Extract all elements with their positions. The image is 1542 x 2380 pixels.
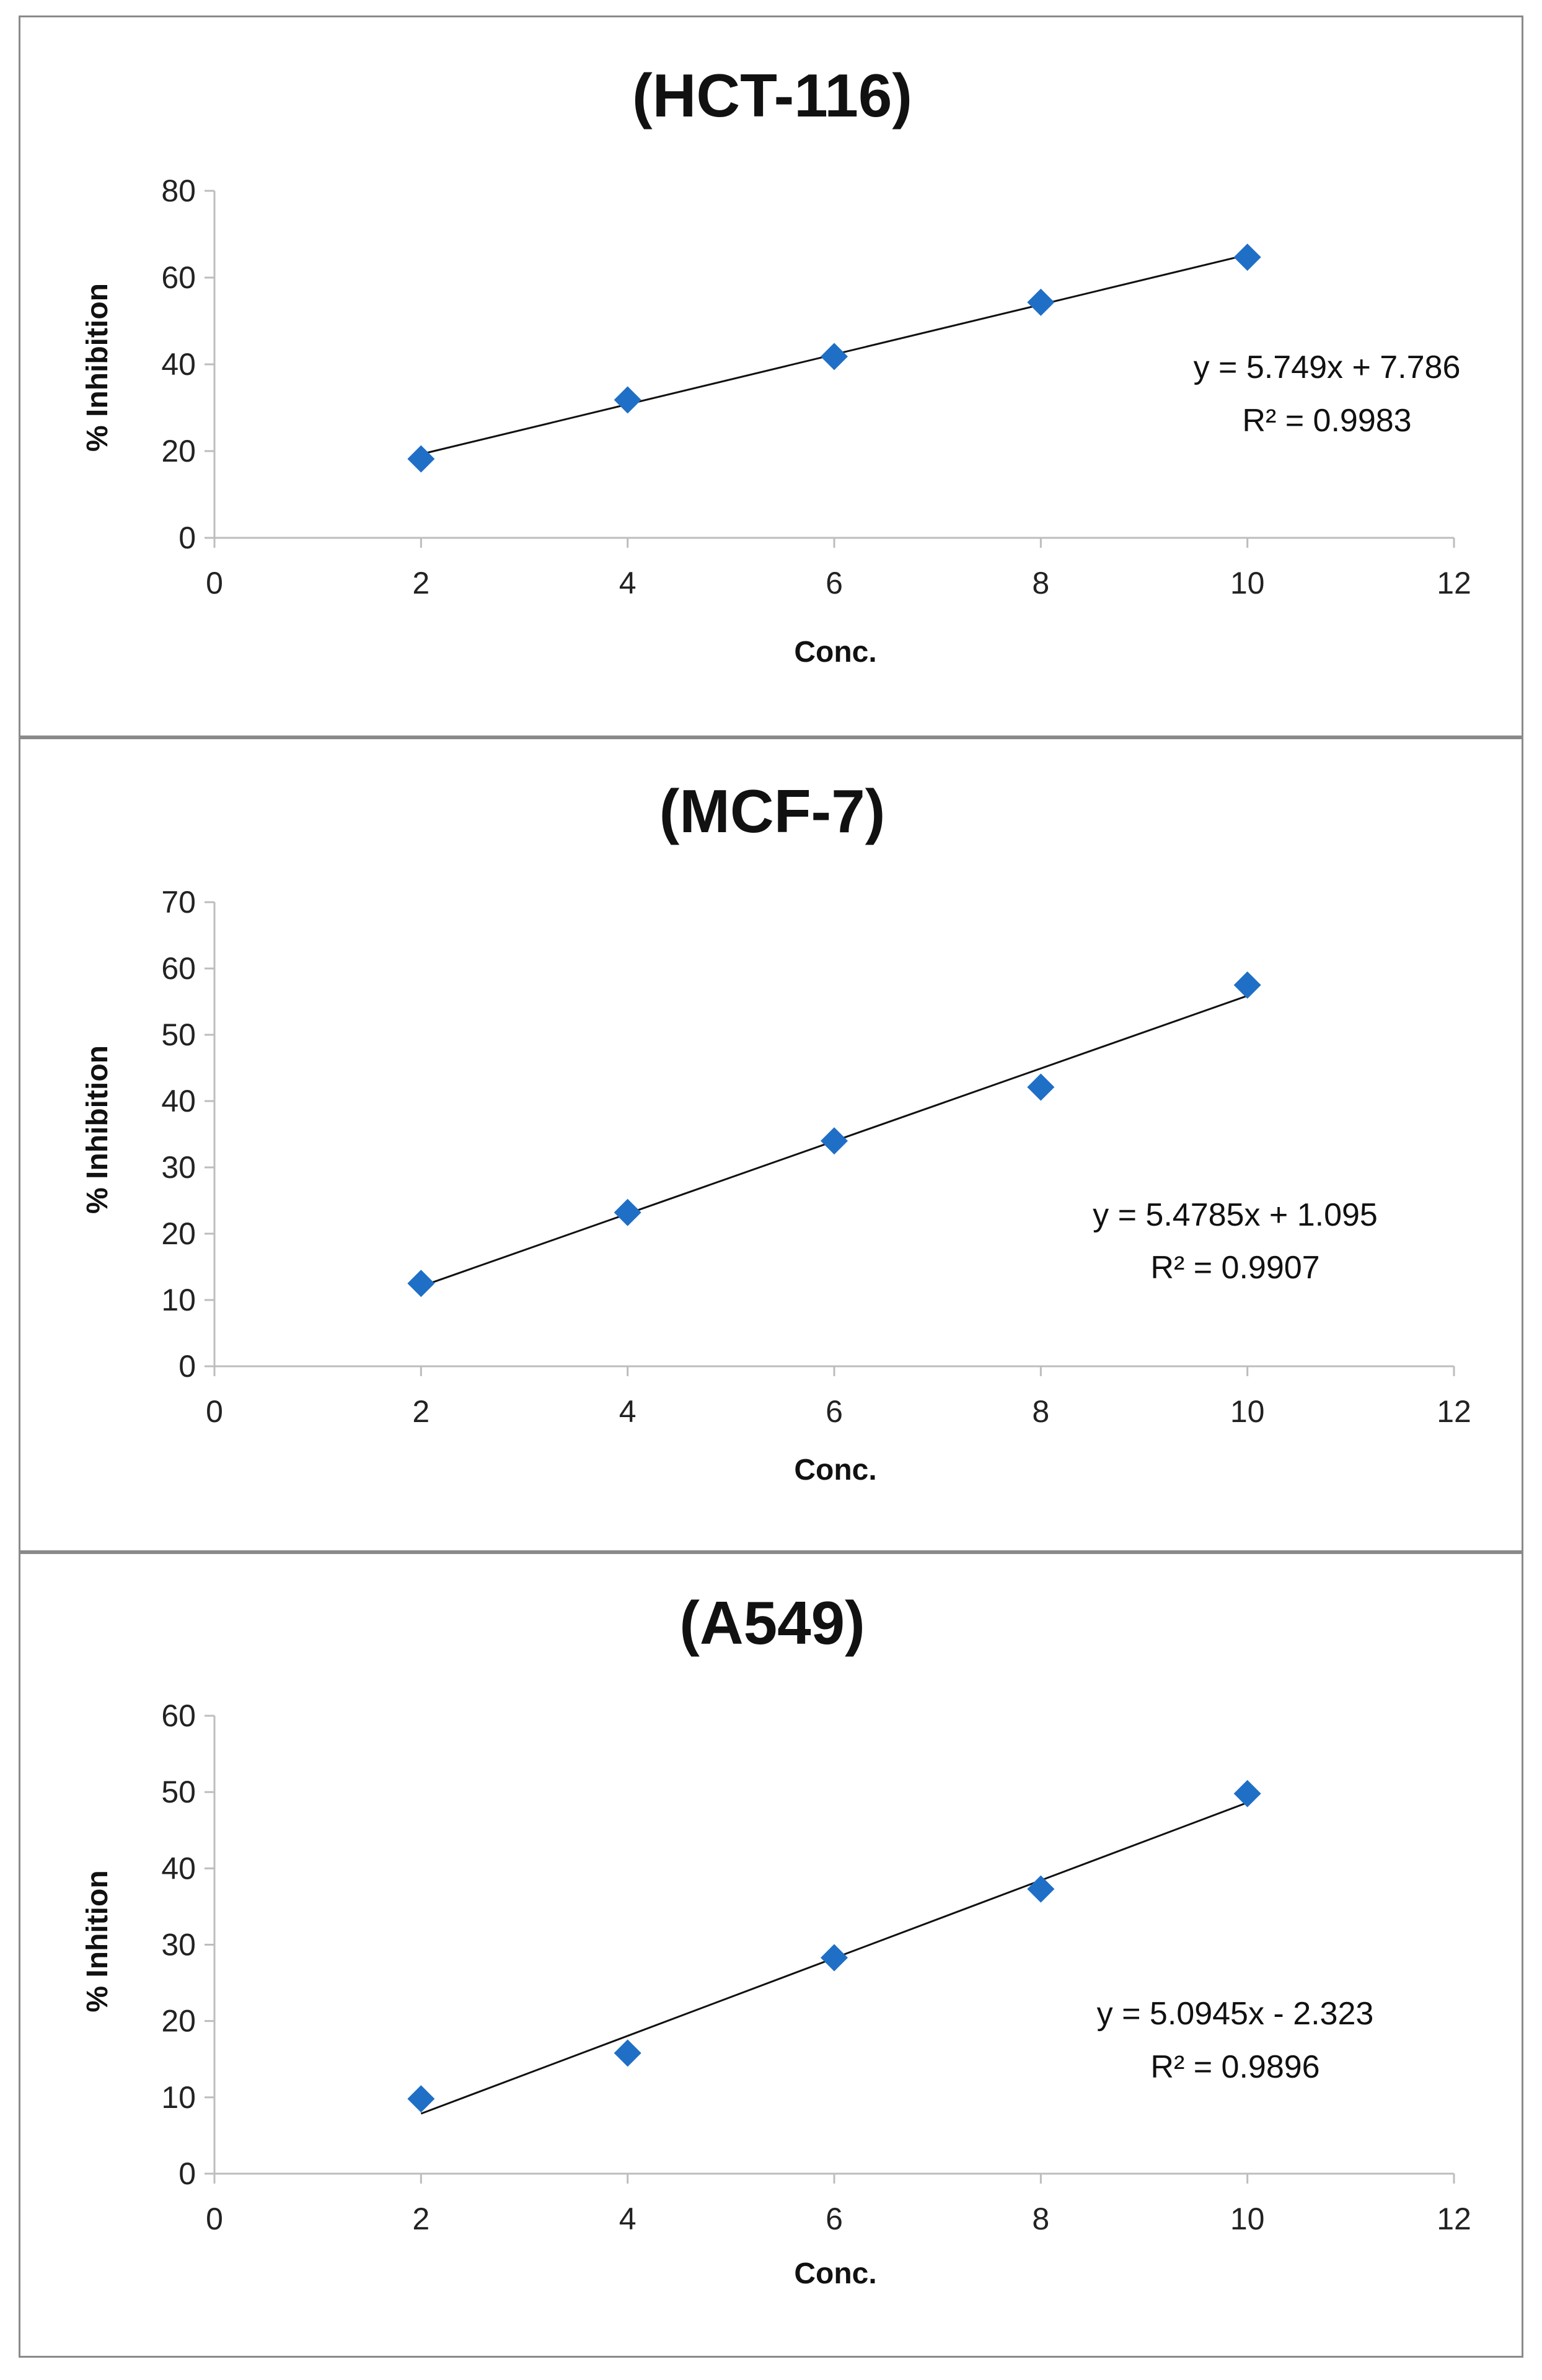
chart-panel-hct116: (HCT-116) % Inhibition Conc. y = 5.749x … bbox=[19, 15, 1523, 737]
y-tick-label: 0 bbox=[178, 1349, 196, 1384]
chart-title: (MCF-7) bbox=[659, 777, 886, 845]
y-tick-label: 10 bbox=[161, 1283, 196, 1317]
chart-title: (A549) bbox=[679, 1589, 865, 1657]
x-tick-label: 12 bbox=[1437, 2202, 1471, 2236]
x-tick-label: 8 bbox=[1032, 566, 1049, 600]
data-point-diamond bbox=[821, 1127, 848, 1155]
data-point-diamond bbox=[407, 1270, 435, 1298]
r-squared-label: R² = 0.9907 bbox=[1150, 1250, 1320, 1286]
x-tick-label: 0 bbox=[206, 2202, 223, 2236]
y-tick-label: 60 bbox=[161, 260, 196, 295]
data-point-diamond bbox=[407, 2085, 435, 2113]
x-axis-label: Conc. bbox=[794, 2257, 876, 2290]
y-tick-label: 40 bbox=[161, 1084, 196, 1118]
x-axis-label: Conc. bbox=[794, 1454, 876, 1486]
y-tick-label: 0 bbox=[178, 2156, 196, 2191]
chart-hct116: (HCT-116) % Inhibition Conc. y = 5.749x … bbox=[81, 61, 1471, 669]
chart-panel-a549: (A549) % Inhition Conc. y = 5.0945x - 2.… bbox=[19, 1552, 1523, 2358]
chart-title: (HCT-116) bbox=[632, 61, 912, 130]
x-tick-label: 4 bbox=[619, 566, 637, 600]
data-point-diamond bbox=[1027, 1073, 1055, 1101]
x-tick-label: 10 bbox=[1230, 566, 1265, 600]
data-point-diamond bbox=[821, 1944, 848, 1972]
regression-equation: y = 5.0945x - 2.323 bbox=[1097, 1996, 1374, 2032]
data-point-diamond bbox=[407, 445, 435, 473]
y-axis-label: % Inhition bbox=[81, 1870, 114, 2012]
data-point-diamond bbox=[1233, 1780, 1261, 1807]
regression-equation: y = 5.4785x + 1.095 bbox=[1093, 1197, 1378, 1233]
y-tick-label: 20 bbox=[161, 1216, 196, 1251]
x-tick-label: 2 bbox=[412, 566, 430, 600]
y-tick-label: 50 bbox=[161, 1017, 196, 1052]
x-tick-label: 6 bbox=[826, 566, 843, 600]
x-tick-label: 0 bbox=[206, 1394, 223, 1429]
y-tick-label: 70 bbox=[161, 885, 196, 920]
y-axis-label: % Inhibition bbox=[81, 1045, 114, 1214]
x-tick-label: 2 bbox=[412, 1394, 430, 1429]
x-tick-label: 10 bbox=[1230, 2202, 1265, 2236]
y-tick-label: 60 bbox=[161, 1698, 196, 1733]
y-tick-label: 10 bbox=[161, 2080, 196, 2115]
data-point-diamond bbox=[614, 2039, 641, 2067]
x-tick-label: 10 bbox=[1230, 1394, 1265, 1429]
x-tick-label: 6 bbox=[826, 1394, 843, 1429]
chart-panel-mcf7: (MCF-7) % Inhibition Conc. y = 5.4785x +… bbox=[19, 737, 1523, 1552]
y-tick-label: 60 bbox=[161, 951, 196, 986]
y-tick-label: 20 bbox=[161, 434, 196, 468]
data-point-diamond bbox=[821, 343, 848, 371]
x-tick-label: 8 bbox=[1032, 2202, 1049, 2236]
x-tick-label: 6 bbox=[826, 2202, 843, 2236]
chart-mcf7: (MCF-7) % Inhibition Conc. y = 5.4785x +… bbox=[81, 777, 1471, 1486]
x-tick-label: 12 bbox=[1437, 1394, 1471, 1429]
regression-equation: y = 5.749x + 7.786 bbox=[1194, 349, 1461, 385]
y-tick-label: 50 bbox=[161, 1775, 196, 1809]
chart-a549: (A549) % Inhition Conc. y = 5.0945x - 2.… bbox=[81, 1589, 1471, 2290]
data-point-diamond bbox=[1027, 288, 1055, 316]
x-tick-label: 4 bbox=[619, 1394, 637, 1429]
data-point-diamond bbox=[1027, 1875, 1055, 1903]
x-tick-label: 0 bbox=[206, 566, 223, 600]
y-tick-label: 40 bbox=[161, 1851, 196, 1886]
y-axis-label: % Inhibition bbox=[81, 283, 114, 452]
y-tick-label: 0 bbox=[178, 520, 196, 555]
data-point-diamond bbox=[1233, 244, 1261, 271]
y-tick-label: 40 bbox=[161, 347, 196, 382]
data-point-diamond bbox=[614, 386, 641, 414]
x-tick-label: 4 bbox=[619, 2202, 637, 2236]
y-tick-label: 30 bbox=[161, 1150, 196, 1185]
data-point-diamond bbox=[614, 1198, 641, 1226]
y-tick-label: 30 bbox=[161, 1928, 196, 1962]
data-point-diamond bbox=[1233, 971, 1261, 999]
x-axis-label: Conc. bbox=[794, 636, 876, 669]
r-squared-label: R² = 0.9896 bbox=[1150, 2049, 1320, 2085]
x-tick-label: 8 bbox=[1032, 1394, 1049, 1429]
x-tick-label: 12 bbox=[1437, 566, 1471, 600]
r-squared-label: R² = 0.9983 bbox=[1242, 403, 1411, 439]
x-tick-label: 2 bbox=[412, 2202, 430, 2236]
y-tick-label: 20 bbox=[161, 2004, 196, 2039]
y-tick-label: 80 bbox=[161, 173, 196, 208]
